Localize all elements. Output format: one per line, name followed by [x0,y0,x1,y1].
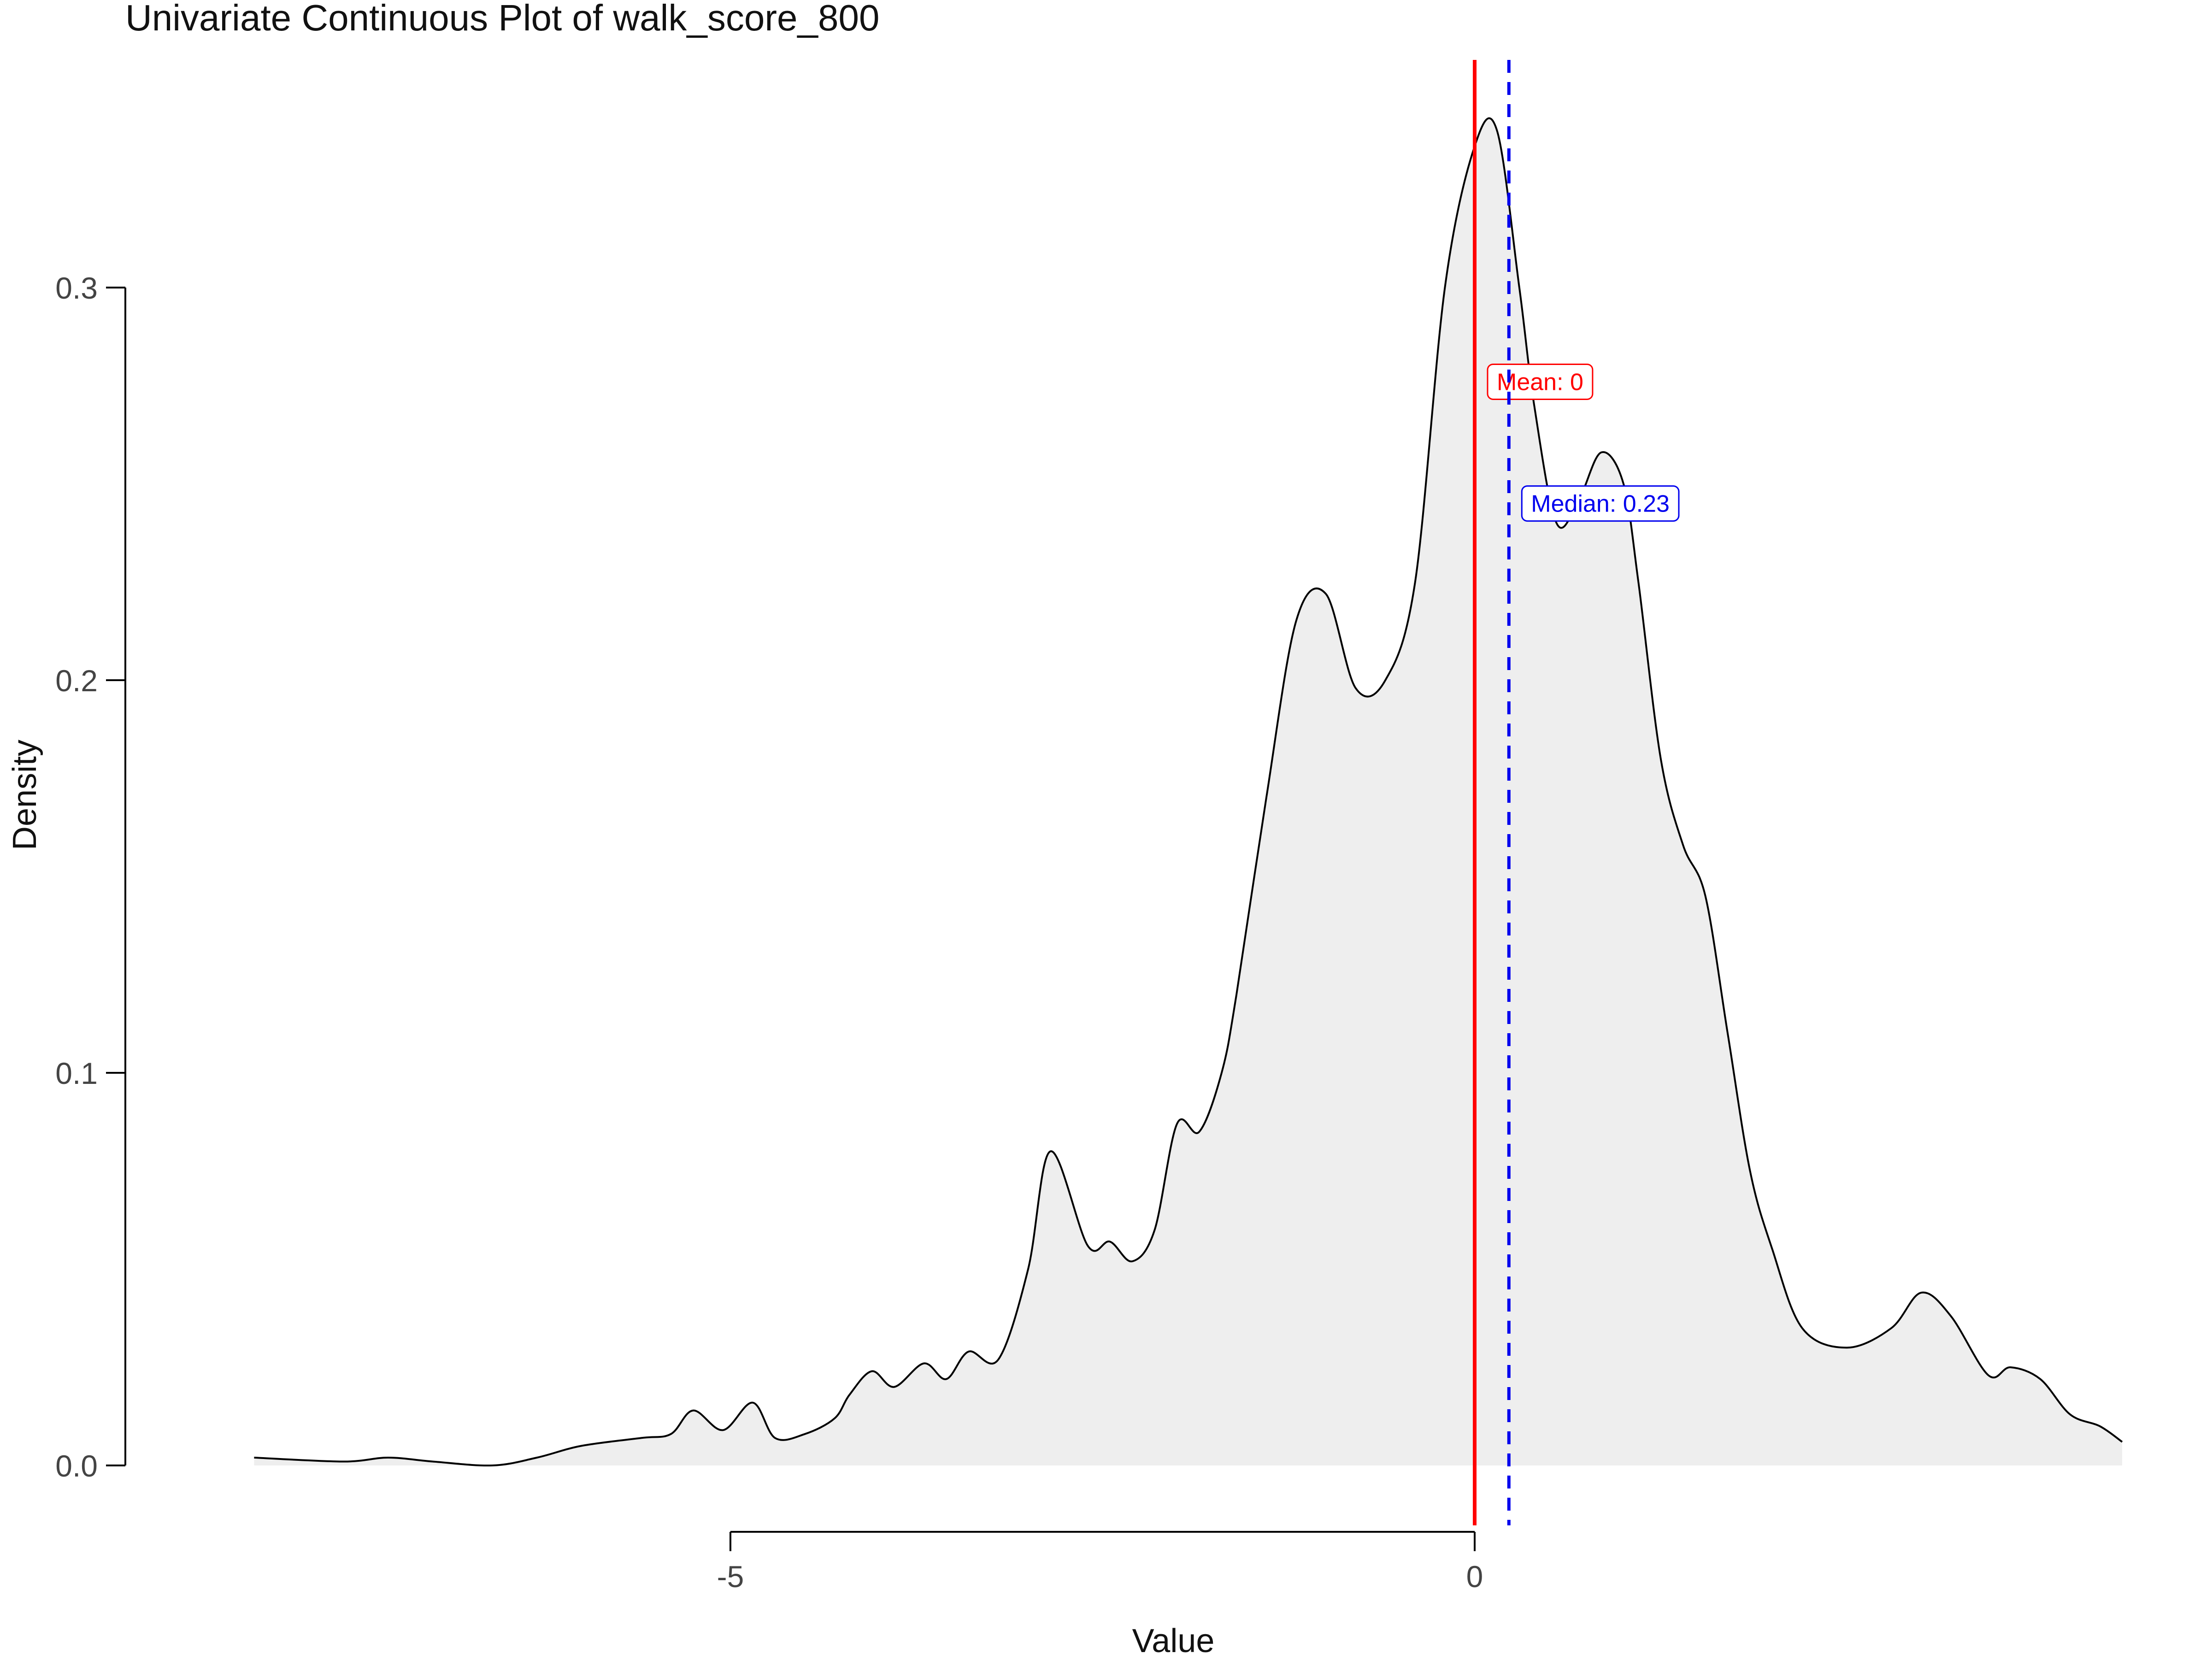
x-axis-title: Value [1132,1623,1215,1659]
x-axis: -5 0 [717,1531,1483,1594]
y-tick-label-3: 0.3 [55,271,98,305]
y-tick-label-1: 0.1 [55,1056,98,1090]
reference-lines: Mean: 0 Median: 0.23 [1473,60,1680,1525]
density-layer [254,117,2123,1467]
y-tick-label-0: 0.0 [55,1449,98,1483]
mean-label-box [1487,363,1594,400]
x-tick-label-0: -5 [717,1559,744,1594]
density-curve-0 [254,117,2123,1467]
median-label-text: Median: 0.23 [1531,491,1670,518]
y-axis: 0.0 0.1 0.2 0.3 [55,271,126,1483]
median-label-box [1521,485,1680,522]
mean-label-text: Mean: 0 [1497,369,1583,395]
density-area-0 [254,118,2123,1466]
y-tick-label-2: 0.2 [55,664,98,698]
mean-label: Mean: 0 [1487,363,1594,400]
y-axis-title: Density [6,740,43,850]
median-label: Median: 0.23 [1521,485,1680,522]
x-tick-label-1: 0 [1466,1559,1483,1594]
chart-title: Univariate Continuous Plot of walk_score… [125,0,879,38]
